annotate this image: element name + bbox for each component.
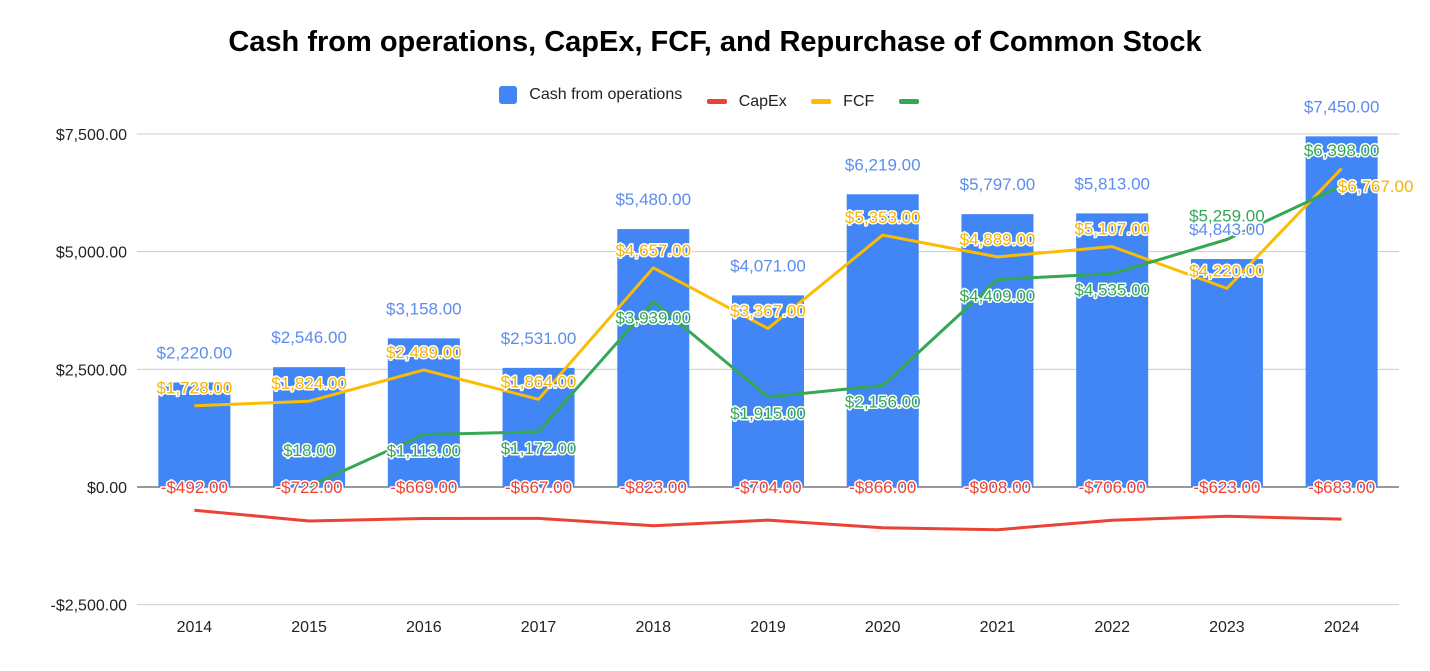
fcf-data-label: $4,657.00 (615, 241, 691, 260)
series-line (194, 508, 1342, 532)
repurchase-data-label: $4,535.00 (1074, 281, 1150, 300)
legend-label-capex: CapEx (738, 92, 787, 110)
bar (158, 382, 231, 487)
bar-data-label: $2,220.00 (157, 344, 233, 363)
legend-item-cash-from-operations[interactable]: Cash from operations (499, 86, 682, 104)
repurchase-data-label: $18.00 (283, 441, 335, 460)
capex-data-label: -$669.00 (390, 478, 457, 497)
capex-data-label: -$866.00 (849, 478, 916, 497)
x-tick-label: 2014 (177, 619, 213, 636)
fcf-data-label: $6,767.00 (1338, 177, 1414, 196)
x-tick-label: 2020 (865, 619, 901, 636)
fcf-data-label: $5,107.00 (1074, 220, 1150, 239)
legend-swatch-fcf (811, 99, 832, 104)
x-tick-label: 2024 (1324, 619, 1360, 636)
x-tick-label: 2019 (750, 619, 786, 636)
bar (502, 367, 575, 487)
bar (273, 367, 346, 487)
legend-swatch-cash-from-operations (499, 86, 518, 104)
fcf-data-label: $4,220.00 (1189, 261, 1265, 280)
y-tick-label: -$2,500.00 (50, 598, 127, 615)
y-tick-label: $7,500.00 (56, 127, 127, 144)
x-tick-label: 2015 (291, 619, 327, 636)
fcf-data-label: $2,489.00 (386, 343, 462, 362)
fcf-data-label: $5,353.00 (845, 208, 921, 227)
bar-data-label: $6,219.00 (845, 155, 921, 174)
bar-data-label: $7,450.00 (1304, 97, 1380, 116)
y-tick-label: $2,500.00 (56, 362, 127, 379)
series-line (194, 167, 1343, 408)
legend-item-capex[interactable]: CapEx (706, 92, 787, 111)
legend-label-cash-from-operations: Cash from operations (529, 86, 683, 103)
legend-item-series-4[interactable] (898, 99, 931, 104)
bar-data-label: $5,813.00 (1074, 174, 1150, 193)
bar (387, 338, 460, 487)
y-tick-label: $0.00 (87, 480, 127, 497)
fcf-data-label: $1,864.00 (501, 372, 577, 391)
bar-data-label: $2,531.00 (501, 329, 577, 348)
repurchase-data-label: $1,113.00 (387, 442, 461, 461)
repurchase-data-label: $4,409.00 (960, 286, 1036, 305)
legend-swatch-series-4 (898, 99, 919, 104)
capex-data-label: -$722.00 (276, 478, 343, 497)
y-tick-label: $5,000.00 (56, 245, 127, 262)
repurchase-data-label: $3,939.00 (615, 309, 691, 328)
fcf-data-label: $3,367.00 (730, 302, 806, 321)
x-tick-label: 2018 (635, 619, 671, 636)
x-tick-label: 2021 (980, 619, 1016, 636)
capex-data-label: -$706.00 (1079, 478, 1146, 497)
legend: Cash from operations CapEx FCF (0, 86, 1430, 111)
repurchase-data-label: $1,172.00 (501, 439, 577, 458)
x-tick-label: 2023 (1209, 619, 1245, 636)
bar-data-label: $2,546.00 (271, 328, 347, 347)
legend-swatch-capex (706, 99, 727, 104)
bar-data-label: $5,480.00 (615, 190, 691, 209)
series-line (308, 184, 1343, 488)
x-tick-label: 2017 (521, 619, 557, 636)
bar (1190, 259, 1263, 487)
capex-data-label: -$667.00 (505, 478, 572, 497)
repurchase-data-label: $1,915.00 (730, 404, 806, 423)
bar (961, 214, 1034, 487)
repurchase-data-label: $5,259.00 (1189, 206, 1265, 225)
legend-label-fcf: FCF (843, 92, 875, 110)
fcf-data-label: $1,824.00 (271, 374, 347, 393)
bar (1076, 213, 1149, 487)
bar-data-label: $4,071.00 (730, 256, 806, 275)
repurchase-data-label: $6,398.00 (1304, 141, 1380, 160)
capex-data-label: -$492.00 (161, 478, 228, 497)
fcf-data-label: $1,728.00 (157, 379, 233, 398)
chart-title: Cash from operations, CapEx, FCF, and Re… (228, 26, 1202, 58)
fcf-data-label: $4,889.00 (960, 230, 1036, 249)
capex-data-label: -$704.00 (734, 478, 801, 497)
bar-data-label: $5,797.00 (960, 175, 1036, 194)
repurchase-data-label: $2,156.00 (845, 393, 921, 412)
bar (732, 295, 804, 487)
legend-item-fcf[interactable]: FCF (811, 93, 874, 111)
bar (617, 229, 690, 488)
capex-data-label: -$823.00 (620, 478, 687, 497)
bar (846, 194, 919, 487)
capex-data-label: -$623.00 (1193, 478, 1260, 497)
bar-data-label: $3,158.00 (386, 299, 462, 318)
capex-data-label: -$908.00 (964, 478, 1031, 497)
x-tick-label: 2022 (1094, 619, 1130, 636)
bar-data-label: $4,843.00 (1189, 220, 1265, 239)
x-tick-label: 2016 (406, 619, 442, 636)
capex-data-label: -$683.00 (1308, 478, 1375, 497)
